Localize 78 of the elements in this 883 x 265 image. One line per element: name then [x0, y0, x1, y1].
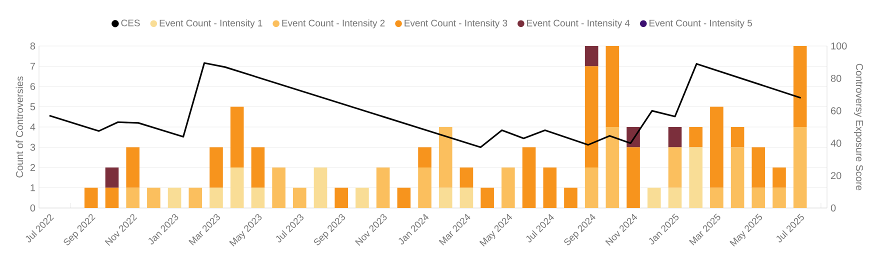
bar [689, 127, 702, 148]
legend-label: Event Count - Intensity 1 [160, 19, 262, 28]
line-series [48, 62, 802, 148]
bar [293, 188, 306, 208]
y-axis-title: Count of Controversies [16, 76, 24, 178]
bar [356, 188, 369, 208]
y2-tick-label: 80 [830, 74, 842, 82]
bar [210, 147, 223, 188]
bar [647, 188, 661, 208]
bar [105, 168, 119, 188]
bar [272, 168, 286, 208]
bar [251, 147, 265, 188]
bar [606, 127, 620, 208]
bar [710, 188, 724, 208]
bar [502, 168, 515, 208]
bar [730, 147, 744, 208]
y-tick-label: 2 [30, 164, 35, 171]
bar [105, 188, 119, 208]
bar [314, 168, 328, 208]
legend-label: Event Count - Intensity 2 [282, 19, 385, 28]
bar [397, 188, 411, 208]
bar [584, 46, 598, 66]
y2-tick-label: 60 [831, 107, 842, 114]
bar [668, 127, 682, 148]
bar [147, 188, 160, 208]
y-tick-label: 3 [30, 144, 36, 151]
y2-tick-label: 100 [831, 42, 847, 50]
bar [84, 188, 98, 208]
bar [584, 66, 598, 168]
bar [793, 127, 807, 208]
bar [438, 188, 452, 208]
bar [752, 147, 766, 188]
y-tick-label: 4 [30, 124, 36, 130]
y2-tick-label: 20 [831, 172, 842, 180]
legend-label: CES [121, 20, 140, 26]
bar [730, 127, 744, 148]
bar [606, 46, 620, 128]
bar [564, 188, 578, 208]
bar [668, 147, 682, 188]
bar [689, 147, 702, 208]
bar [480, 188, 494, 208]
bar [584, 168, 598, 208]
bar [668, 188, 682, 208]
legend-label: Event Count - Intensity 5 [650, 19, 752, 28]
y-tick-label: 7 [30, 62, 35, 70]
bar [376, 168, 390, 208]
bar [230, 168, 244, 208]
bar [626, 147, 640, 208]
y-tick-label: 6 [30, 82, 36, 90]
y2-tick-label: 40 [830, 140, 842, 147]
legend-label: Event Count - Intensity 4 [527, 19, 630, 28]
bar [772, 188, 786, 208]
bar [230, 106, 244, 168]
bar [438, 127, 452, 188]
bar [418, 168, 432, 208]
legend-label: Event Count - Intensity 3 [404, 19, 508, 28]
y-tick-label: 8 [30, 42, 36, 50]
bar [460, 188, 474, 208]
bar [126, 188, 140, 208]
bar [126, 147, 140, 188]
bar [418, 147, 432, 168]
bar [460, 168, 474, 188]
bar [522, 147, 536, 208]
bar [793, 46, 807, 128]
bar [251, 188, 265, 208]
bar [168, 188, 182, 208]
bar [710, 106, 724, 188]
y2-tick-label: 0 [830, 204, 836, 212]
bar [772, 168, 786, 188]
bar [334, 188, 348, 208]
y-tick-label: 5 [30, 103, 36, 110]
y-tick-label: 0 [30, 204, 36, 212]
y2-axis-title: Controversy Exposure Score [854, 64, 864, 190]
bar [543, 168, 557, 208]
y-tick-label: 1 [30, 184, 36, 192]
bar [188, 188, 202, 208]
bar [210, 188, 223, 208]
bar [752, 188, 766, 208]
